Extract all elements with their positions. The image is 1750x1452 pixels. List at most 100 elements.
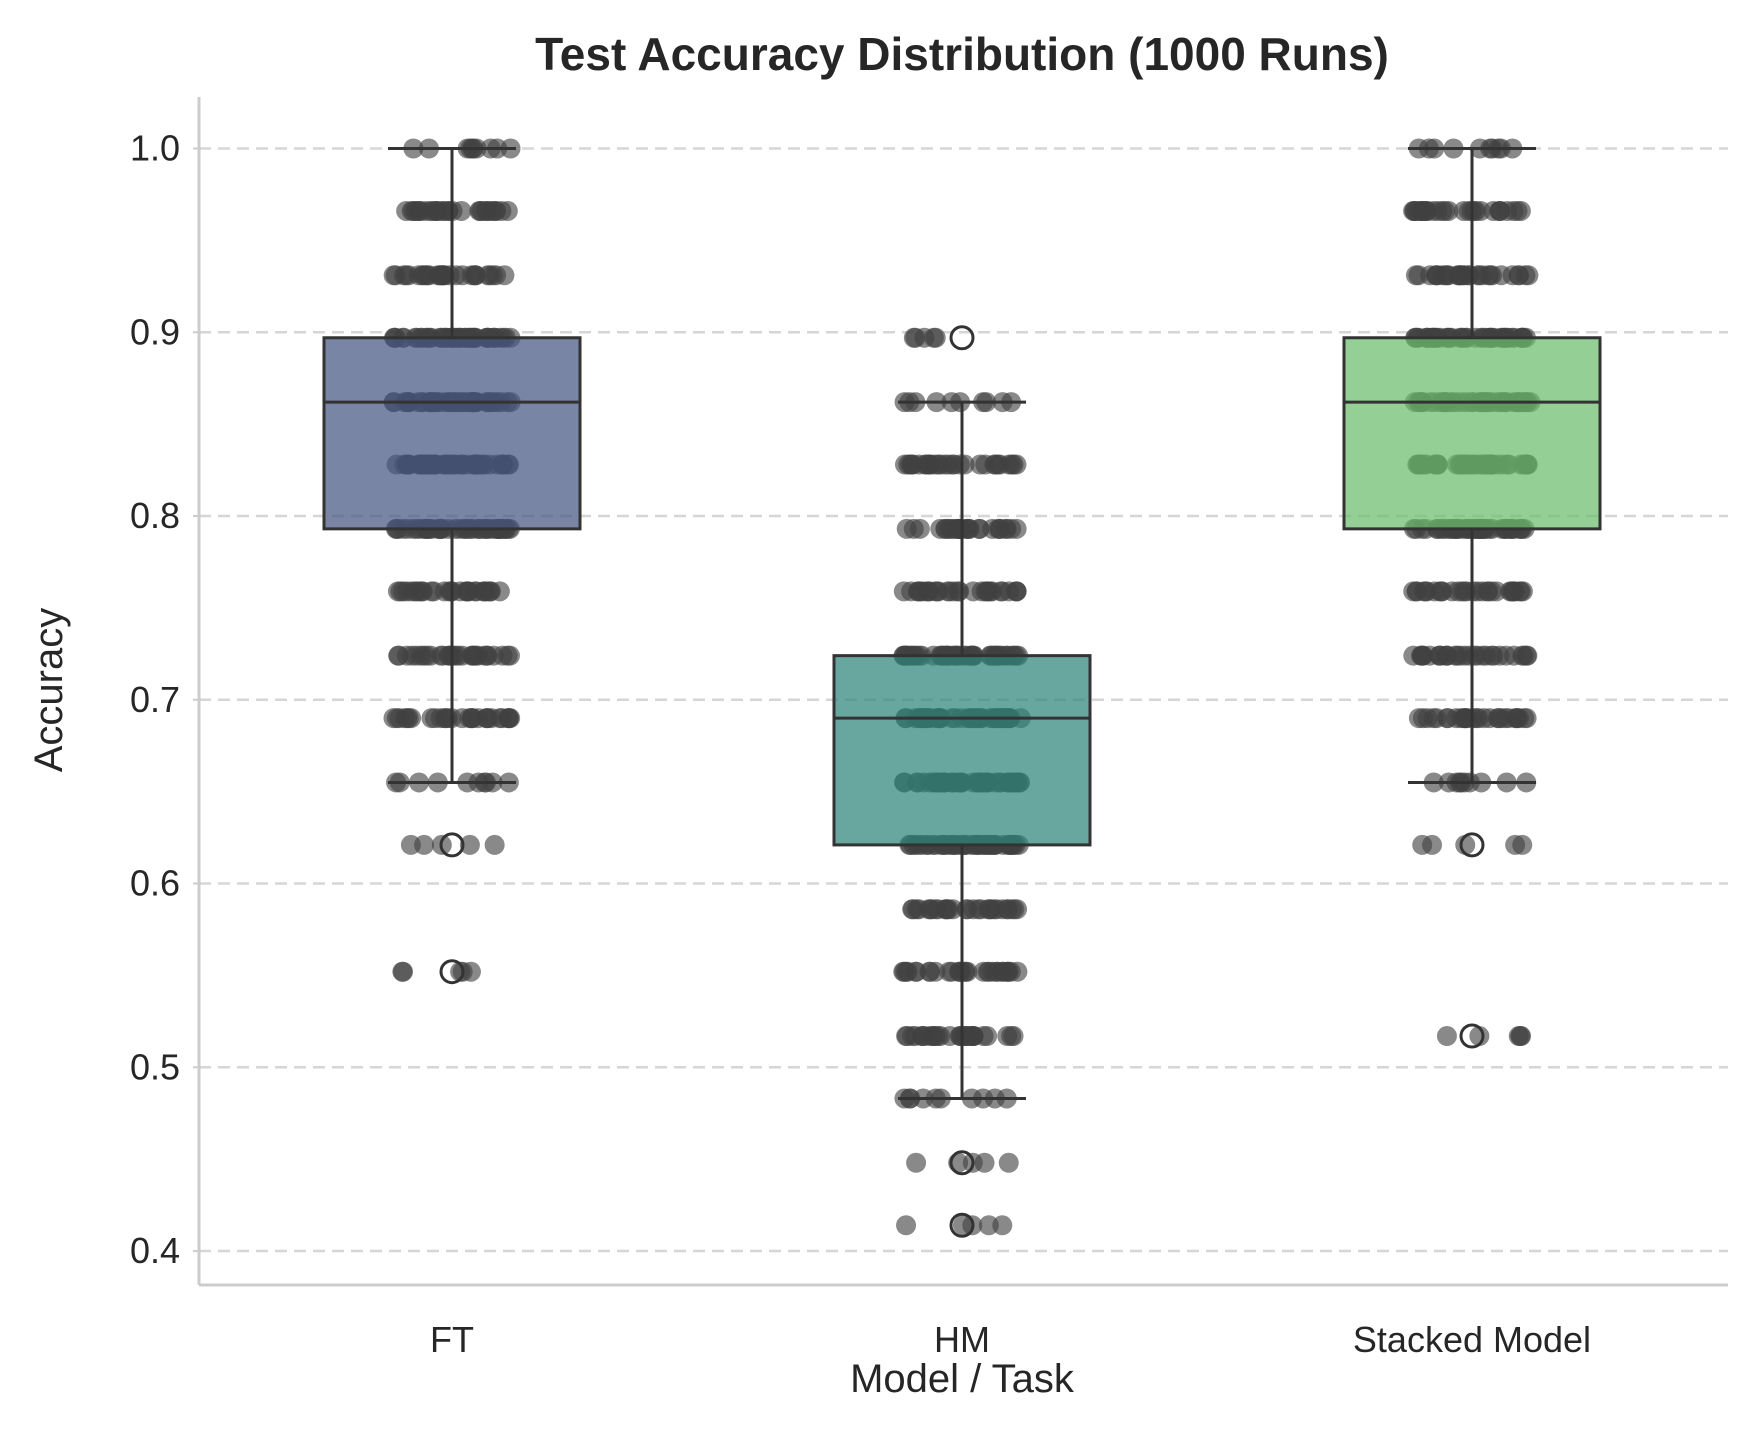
- strip-point: [494, 265, 515, 286]
- x-axis-label: Model / Task: [850, 1357, 1075, 1401]
- y-tick-label: 0.9: [130, 311, 180, 352]
- strip-point: [434, 708, 455, 729]
- strip-point: [1435, 200, 1456, 221]
- strip-point: [497, 200, 518, 221]
- strip-point: [1004, 899, 1025, 920]
- strip-point: [383, 265, 404, 286]
- strip-point: [992, 961, 1013, 982]
- outlier-marker: [439, 832, 465, 858]
- box-0: [322, 147, 582, 985]
- outlier-marker: [949, 1212, 975, 1238]
- strip-point: [906, 1152, 927, 1173]
- strip-point: [456, 581, 477, 602]
- strip-point: [434, 581, 455, 602]
- strip-point: [1479, 708, 1500, 729]
- strip-point: [477, 265, 498, 286]
- strip-point: [949, 581, 970, 602]
- strip-point: [1436, 1026, 1457, 1047]
- strip-point: [1510, 1026, 1531, 1047]
- strip-point: [978, 1215, 999, 1236]
- y-tick-label: 1.0: [130, 128, 180, 169]
- strip-point: [461, 265, 482, 286]
- strip-point: [1481, 581, 1502, 602]
- strip-point: [478, 581, 499, 602]
- boxes: [322, 147, 1602, 1238]
- strip-point: [1469, 1026, 1490, 1047]
- strip-point: [400, 834, 421, 855]
- strip-point: [389, 708, 410, 729]
- strip-point: [1431, 581, 1452, 602]
- strip-point: [1480, 265, 1501, 286]
- box-body: [322, 336, 582, 531]
- strip-point: [954, 1026, 975, 1047]
- strip-point: [408, 265, 429, 286]
- strip-point: [905, 961, 926, 982]
- strip-point: [1411, 200, 1432, 221]
- strip-point: [1411, 645, 1432, 666]
- strip-point: [1406, 581, 1427, 602]
- strip-point: [1426, 708, 1447, 729]
- outlier-marker: [1459, 832, 1485, 858]
- strip-point: [943, 518, 964, 539]
- strip-point: [917, 581, 938, 602]
- outlier-marker: [949, 1150, 975, 1176]
- box-1: [832, 325, 1092, 1238]
- strip-point: [402, 645, 423, 666]
- strip-point: [497, 645, 518, 666]
- y-tick-label: 0.7: [130, 679, 180, 720]
- strip-point: [483, 645, 504, 666]
- strip-point: [1512, 834, 1533, 855]
- x-tick-label: FT: [430, 1319, 474, 1360]
- strip-point: [1436, 645, 1457, 666]
- strip-point: [927, 1026, 948, 1047]
- strip-point: [928, 454, 949, 475]
- strip-point: [396, 581, 417, 602]
- y-tick-label: 0.4: [130, 1230, 180, 1271]
- strip-point: [902, 1026, 923, 1047]
- strip-point: [968, 899, 989, 920]
- strip-point: [439, 265, 460, 286]
- y-tick-label: 0.5: [130, 1046, 180, 1087]
- strip-point: [1006, 581, 1027, 602]
- strip-point: [471, 200, 492, 221]
- strip-point: [905, 327, 926, 348]
- y-tick-label: 0.8: [130, 495, 180, 536]
- strip-point: [893, 581, 914, 602]
- outlier-marker: [949, 325, 975, 351]
- strip-point: [1447, 265, 1468, 286]
- y-tick-label: 0.6: [130, 863, 180, 904]
- strip-point: [1001, 1026, 1022, 1047]
- strip-point: [1425, 265, 1446, 286]
- strip-point: [1475, 645, 1496, 666]
- box-body: [832, 654, 1092, 847]
- x-tick-label: Stacked Model: [1353, 1319, 1591, 1360]
- strip-point: [1504, 581, 1525, 602]
- strip-point: [1510, 200, 1531, 221]
- strip-point: [909, 518, 930, 539]
- strip-point: [1006, 454, 1027, 475]
- strip-point: [1517, 645, 1538, 666]
- strip-point: [970, 454, 991, 475]
- strip-point: [975, 581, 996, 602]
- strip-point: [1518, 265, 1539, 286]
- outlier-marker: [1459, 1023, 1485, 1049]
- strip-point: [1001, 518, 1022, 539]
- strip-point: [900, 454, 921, 475]
- strip-point: [1497, 200, 1518, 221]
- strip-point: [1408, 265, 1429, 286]
- strip-point: [954, 961, 975, 982]
- strip-point: [492, 708, 513, 729]
- y-axis-label: Accuracy: [27, 608, 71, 773]
- strip-point: [896, 1215, 917, 1236]
- strip-point: [409, 200, 430, 221]
- strip-point: [462, 708, 483, 729]
- strip-point: [1412, 834, 1433, 855]
- strip-point: [459, 834, 480, 855]
- strip-point: [467, 645, 488, 666]
- strip-point: [954, 454, 975, 475]
- strip-point: [412, 581, 433, 602]
- strip-point: [985, 454, 1006, 475]
- strip-point: [952, 1215, 973, 1236]
- strip-point: [460, 961, 481, 982]
